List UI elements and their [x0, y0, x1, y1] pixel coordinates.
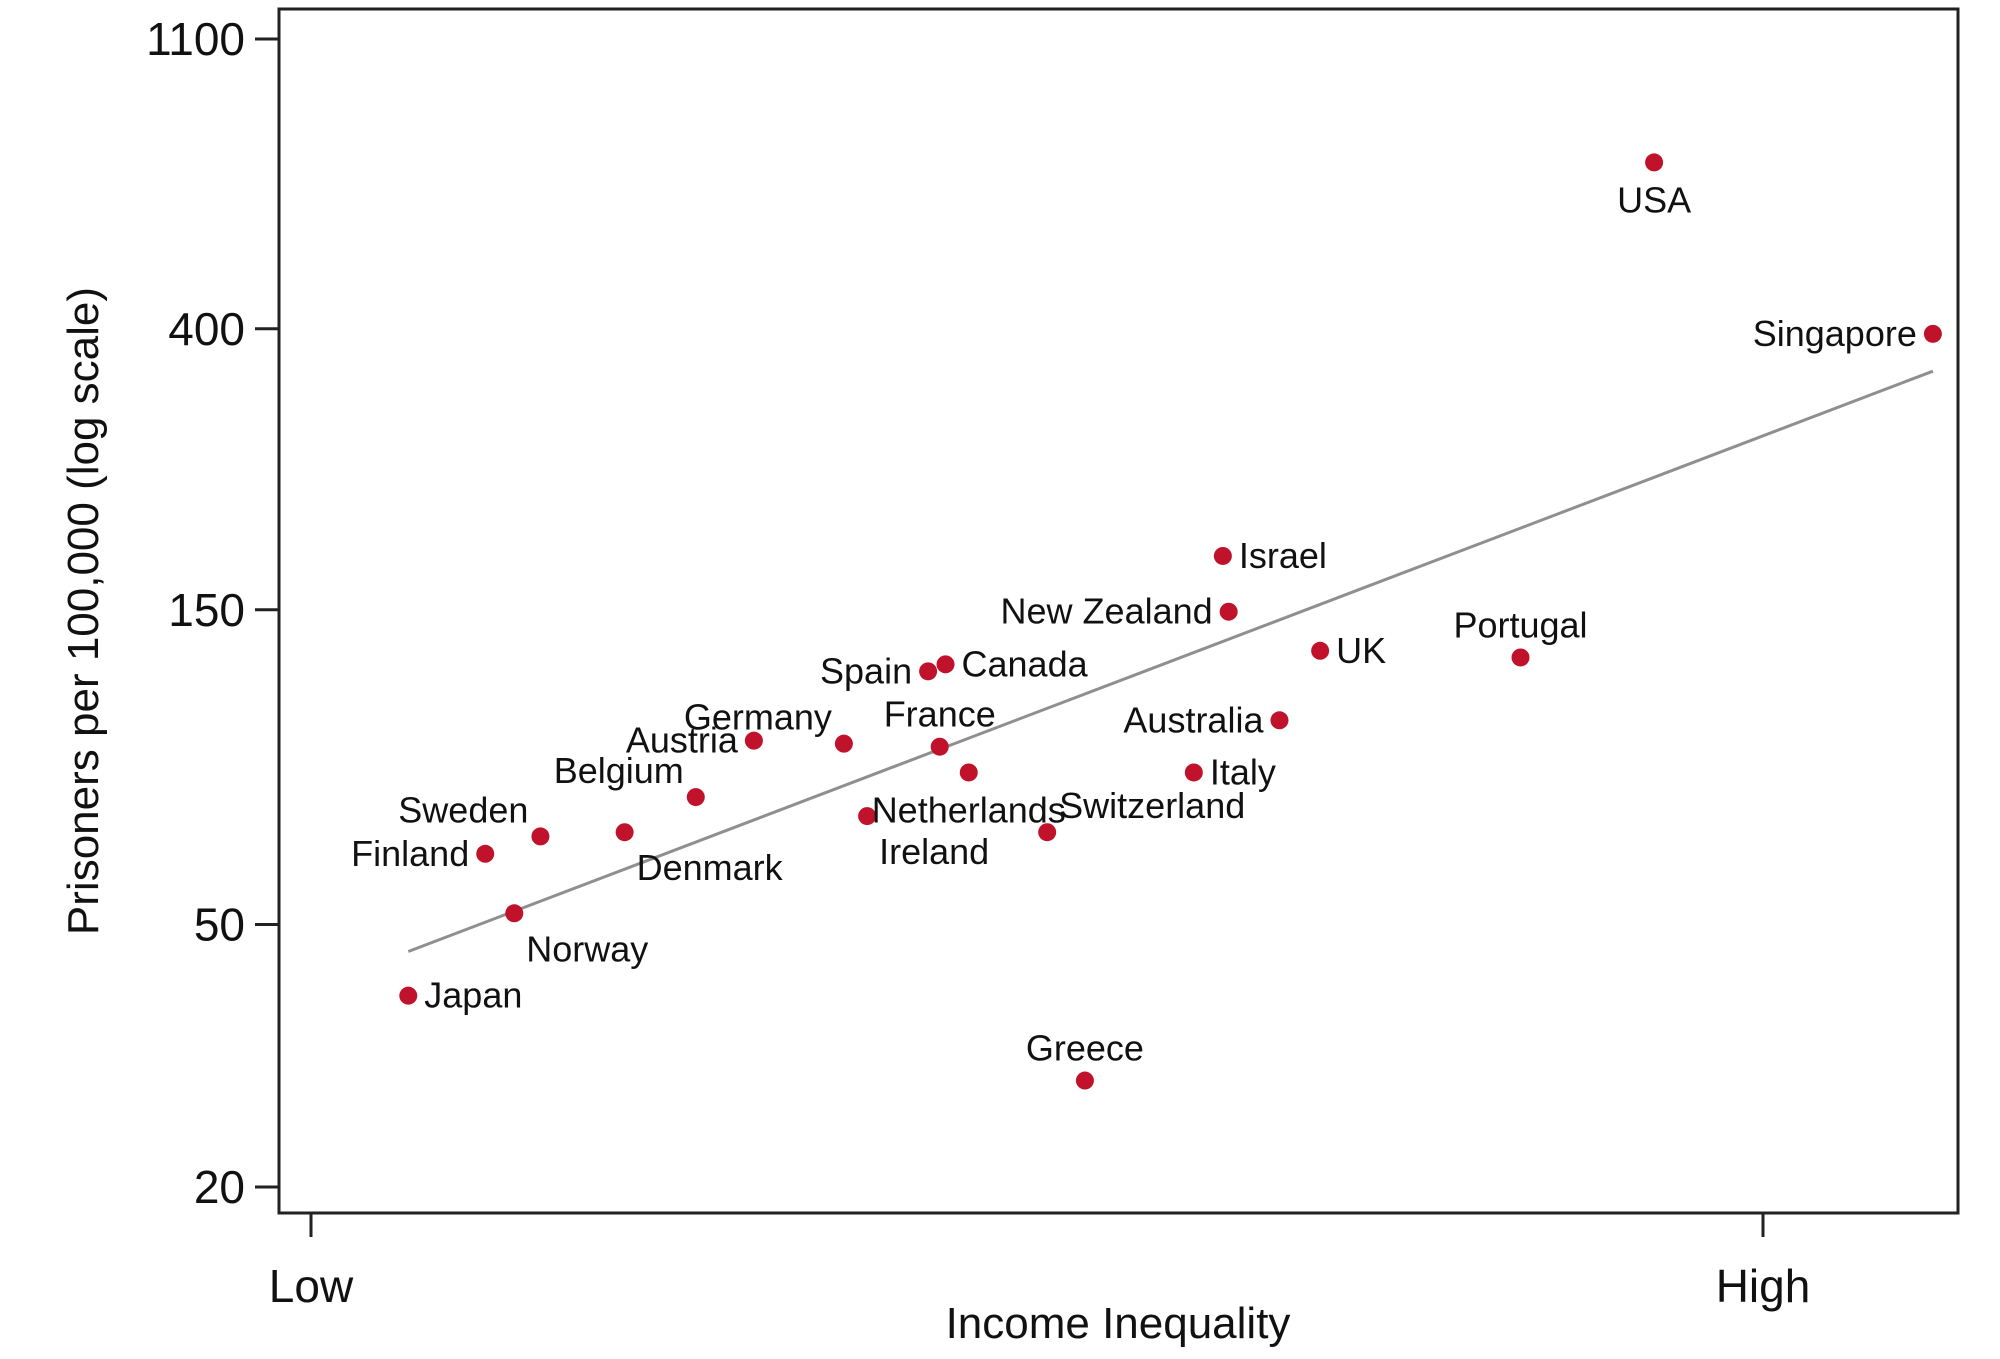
point-netherlands: [959, 763, 978, 782]
point-switzerland: [1038, 823, 1057, 842]
point-usa: [1645, 153, 1664, 172]
x-tick-label-low: Low: [269, 1260, 354, 1312]
point-label-canada: Canada: [962, 643, 1089, 684]
data-points: JapanFinlandNorwaySwedenDenmarkBelgiumAu…: [351, 153, 1942, 1090]
point-label-uk: UK: [1336, 630, 1386, 671]
point-singapore: [1923, 324, 1942, 343]
y-axis-title: Prisoners per 100,000 (log scale): [59, 287, 108, 935]
point-label-denmark: Denmark: [637, 847, 784, 888]
trend-line: [407, 369, 1934, 953]
point-label-singapore: Singapore: [1753, 313, 1917, 354]
point-sweden: [531, 827, 550, 846]
point-label-italy: Italy: [1210, 751, 1276, 792]
point-label-belgium: Belgium: [554, 750, 684, 791]
point-austria: [744, 731, 763, 750]
x-axis-title: Income Inequality: [946, 1299, 1291, 1348]
point-france: [930, 737, 949, 756]
point-israel: [1213, 546, 1232, 565]
point-label-usa: USA: [1617, 179, 1691, 220]
point-belgium: [686, 788, 705, 807]
point-label-australia: Australia: [1123, 699, 1264, 740]
point-label-austria: Austria: [626, 720, 739, 761]
point-ireland: [858, 807, 877, 826]
point-label-finland: Finland: [351, 833, 469, 874]
point-new-zealand: [1219, 602, 1238, 621]
point-italy: [1184, 763, 1203, 782]
point-portugal: [1511, 648, 1530, 667]
point-australia: [1270, 711, 1289, 730]
point-canada: [936, 655, 955, 674]
point-label-netherlands: Netherlands: [872, 789, 1066, 830]
point-greece: [1075, 1071, 1094, 1090]
point-label-ireland: Ireland: [879, 831, 989, 872]
point-label-greece: Greece: [1026, 1028, 1144, 1069]
point-label-sweden: Sweden: [398, 789, 528, 830]
point-japan: [399, 986, 418, 1005]
point-label-israel: Israel: [1239, 535, 1327, 576]
point-label-new-zealand: New Zealand: [1001, 591, 1213, 632]
point-label-germany: Germany: [684, 697, 832, 738]
y-tick-label-50: 50: [194, 899, 245, 951]
y-tick-label-1100: 1100: [146, 13, 245, 65]
y-tick-label-400: 400: [168, 303, 245, 355]
point-label-spain: Spain: [820, 650, 912, 691]
y-axis: 20 50 150 400 1100: [146, 13, 279, 1213]
x-axis: Low High: [269, 1213, 1811, 1312]
point-norway: [505, 904, 524, 923]
point-spain: [919, 662, 938, 681]
x-tick-label-high: High: [1716, 1260, 1811, 1312]
point-label-france: France: [884, 694, 996, 735]
y-tick-label-150: 150: [168, 584, 245, 636]
point-label-norway: Norway: [526, 928, 648, 969]
point-denmark: [615, 823, 634, 842]
point-label-portugal: Portugal: [1453, 604, 1587, 645]
point-finland: [476, 844, 495, 863]
point-germany: [834, 734, 853, 753]
point-label-switzerland: Switzerland: [1059, 785, 1245, 826]
point-label-japan: Japan: [424, 975, 522, 1016]
y-tick-label-20: 20: [194, 1161, 245, 1213]
point-uk: [1311, 641, 1330, 660]
